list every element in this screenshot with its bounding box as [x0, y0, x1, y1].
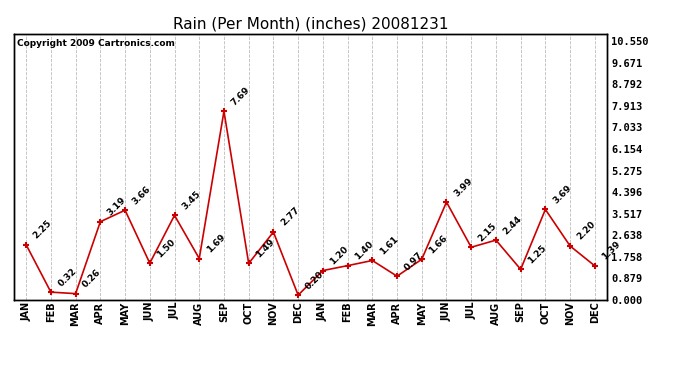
Text: 2.44: 2.44 — [502, 214, 524, 236]
Text: 1.69: 1.69 — [205, 232, 227, 254]
Text: 2.15: 2.15 — [477, 221, 499, 243]
Text: 3.45: 3.45 — [180, 189, 202, 211]
Text: Copyright 2009 Cartronics.com: Copyright 2009 Cartronics.com — [17, 39, 175, 48]
Text: 3.99: 3.99 — [452, 176, 474, 198]
Text: 7.69: 7.69 — [230, 85, 252, 107]
Text: 3.66: 3.66 — [130, 184, 152, 206]
Text: 0.32: 0.32 — [57, 266, 79, 288]
Text: 3.19: 3.19 — [106, 195, 128, 217]
Text: 2.25: 2.25 — [32, 219, 54, 241]
Text: 3.69: 3.69 — [551, 183, 573, 205]
Text: 1.40: 1.40 — [353, 240, 375, 261]
Text: 2.77: 2.77 — [279, 206, 301, 228]
Text: 1.20: 1.20 — [328, 244, 351, 266]
Text: 1.49: 1.49 — [254, 237, 277, 259]
Text: 1.39: 1.39 — [600, 240, 622, 262]
Text: 2.20: 2.20 — [575, 220, 598, 242]
Text: 1.61: 1.61 — [378, 234, 400, 256]
Text: 1.25: 1.25 — [526, 243, 549, 265]
Text: 0.97: 0.97 — [402, 250, 424, 272]
Title: Rain (Per Month) (inches) 20081231: Rain (Per Month) (inches) 20081231 — [172, 16, 448, 31]
Text: 1.50: 1.50 — [155, 237, 177, 259]
Text: 1.66: 1.66 — [427, 233, 449, 255]
Text: 0.26: 0.26 — [81, 267, 103, 290]
Text: 0.20: 0.20 — [304, 269, 326, 291]
